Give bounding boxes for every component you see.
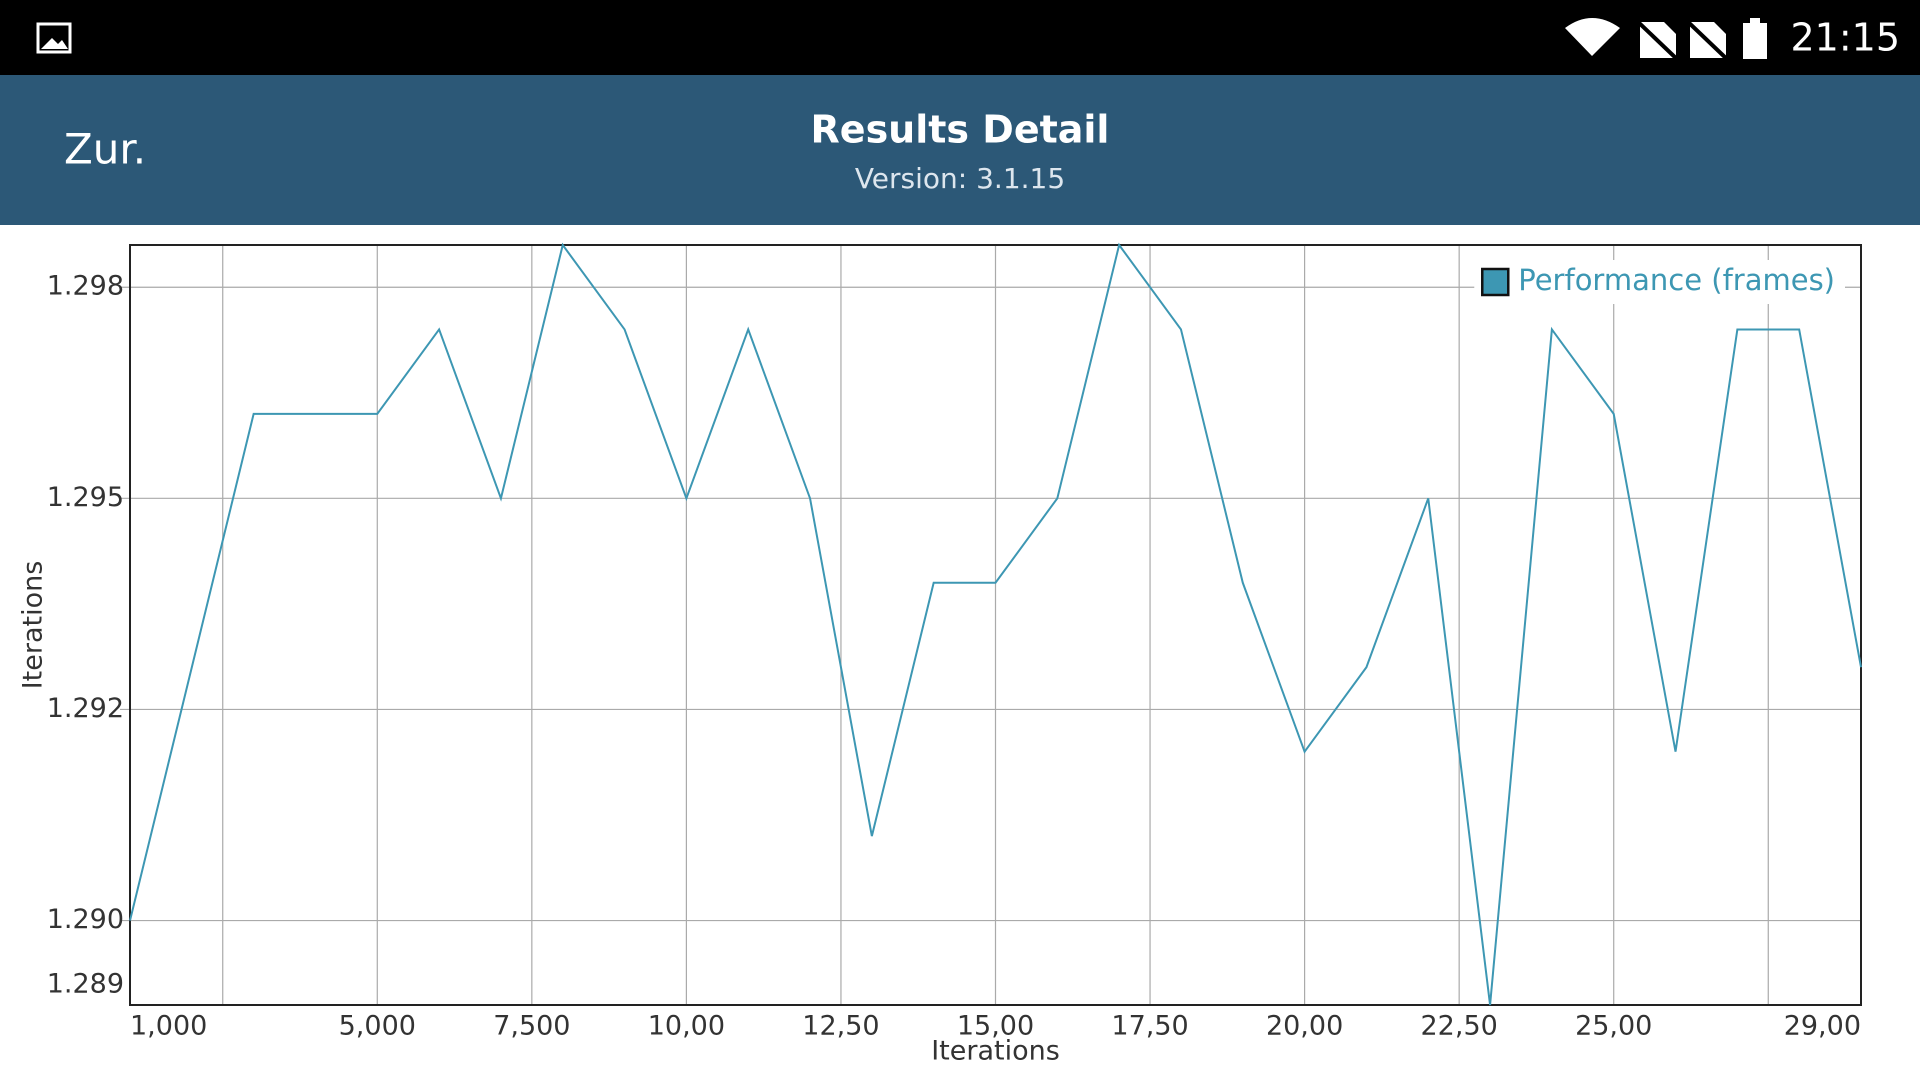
header-subtitle: Version: 3.1.15 — [855, 162, 1065, 195]
x-tick-label: 17,50 — [1111, 1011, 1188, 1042]
chart: 1,000 5,000 7,500 10,00 12,50 15,00 17,50 20,00… — [18, 242, 1862, 1067]
legend-label: Performance (frames) — [1518, 263, 1835, 297]
y-tick-label: 1.289 — [47, 969, 124, 1000]
x-tick-label: 5,000 — [339, 1011, 416, 1042]
y-axis-title: Iterations — [18, 561, 49, 690]
legend-swatch — [1481, 267, 1510, 297]
y-tick-label: 1.290 — [47, 904, 124, 935]
battery-icon — [1743, 18, 1767, 59]
header-title: Results Detail — [811, 108, 1110, 152]
status-bar — [0, 0, 1920, 75]
y-tick-label: 1.298 — [47, 271, 124, 302]
back-button[interactable]: Zur. — [64, 125, 146, 174]
x-tick-label: 7,500 — [493, 1011, 570, 1042]
sim-icon — [1634, 18, 1682, 64]
legend-background — [1474, 260, 1845, 304]
header — [0, 75, 1920, 225]
wifi-icon — [1565, 18, 1620, 56]
x-tick-label: 29,00 — [1784, 1011, 1861, 1042]
x-tick-label: 12,50 — [802, 1011, 879, 1042]
plot-frame — [129, 244, 1862, 1006]
y-tick-label: 1.295 — [47, 482, 124, 513]
x-tick-label: 20,00 — [1266, 1011, 1343, 1042]
x-axis-title: Iterations — [931, 1036, 1060, 1067]
y-tick-label: 1.292 — [47, 693, 124, 724]
data-line — [129, 242, 1862, 1006]
x-tick-label: 22,50 — [1421, 1011, 1498, 1042]
x-tick-label: 10,00 — [648, 1011, 725, 1042]
clock: 21:15 — [1790, 16, 1900, 60]
gallery-icon — [36, 22, 72, 54]
x-tick-label: 15,00 — [957, 1011, 1034, 1042]
legend: Performance (frames) — [1474, 260, 1845, 304]
sim-icon — [1684, 18, 1732, 64]
x-tick-label: 25,00 — [1575, 1011, 1652, 1042]
x-tick-label: 1,000 — [130, 1011, 207, 1042]
